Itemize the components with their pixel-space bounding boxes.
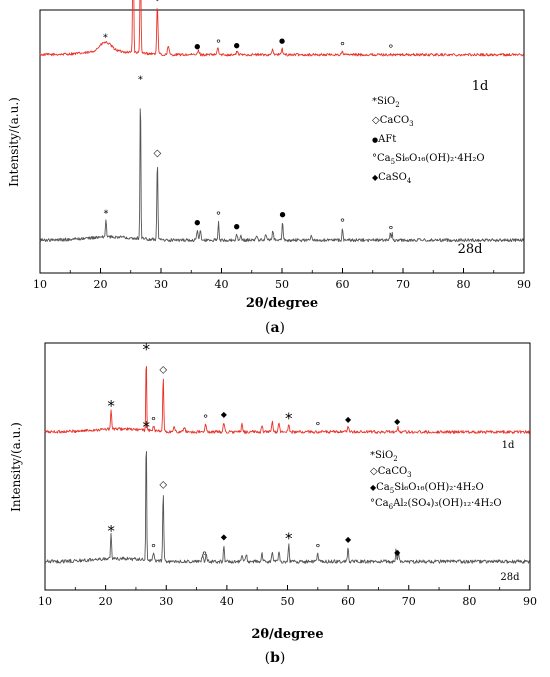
x-axis-label: 2θ/degree (246, 296, 318, 311)
legend-entry: ◇CaCO3 (372, 115, 414, 128)
peak-marker: ◆ (345, 535, 352, 544)
peak-marker: ° (388, 224, 394, 237)
x-tick-label: 80 (457, 278, 471, 291)
legend-entry: *SiO2 (372, 96, 400, 109)
series-label-1d: 1d (502, 440, 515, 451)
peak-marker: ° (315, 420, 321, 433)
peak-marker: * (107, 397, 115, 415)
peak-marker: * (285, 410, 293, 428)
peak-marker: * (107, 522, 115, 540)
x-tick-label: 40 (215, 278, 229, 291)
plot-frame (44, 342, 531, 591)
y-axis-label: Intensity/(a.u.) (7, 97, 21, 187)
x-tick-label: 60 (341, 595, 355, 608)
x-tick-label: 40 (220, 595, 234, 608)
peak-marker: ° (151, 415, 157, 428)
series-label-28d: 28d (500, 572, 520, 583)
legend-entry: °Ca5Si₆O₁₆(OH)₂·4H₂O (372, 153, 485, 166)
x-tick-label: 30 (154, 278, 168, 291)
peak-marker: ◆ (221, 410, 228, 419)
x-tick-label: 10 (38, 595, 52, 608)
peak-marker: ° (216, 38, 222, 51)
x-tick-label: 80 (462, 595, 476, 608)
peak-marker: ◆ (345, 415, 352, 424)
peak-marker: ° (151, 542, 157, 555)
peak-marker: * (142, 340, 150, 358)
series-line-28d (44, 450, 530, 564)
series-label-1d: 1d (472, 79, 489, 94)
legend-entry: ◇CaCO3 (370, 466, 412, 479)
peak-marker: ◇ (159, 479, 167, 490)
legend-entry: ●AFt (372, 134, 396, 145)
x-tick-label: 30 (159, 595, 173, 608)
series-line-1d (39, 0, 524, 57)
x-tick-label: 50 (275, 278, 289, 291)
peak-marker: ◆ (221, 532, 228, 541)
chart-panel-b (44, 342, 531, 591)
x-tick-label: 60 (336, 278, 350, 291)
peak-marker: ° (340, 216, 346, 229)
peak-marker: ● (194, 42, 200, 50)
x-tick-label: 90 (517, 278, 531, 291)
peak-marker: ● (194, 219, 200, 227)
peak-marker: ◆ (394, 548, 401, 557)
legend-entry: ◆Ca5Si₆O₁₆(OH)₂·4H₂O (370, 482, 484, 495)
peak-marker: ◆ (394, 417, 401, 426)
peak-marker: ◇ (159, 365, 167, 376)
peak-marker: ● (234, 41, 240, 49)
panel-label: (a) (265, 320, 285, 336)
series-label-28d: 28d (458, 242, 483, 257)
legend-entry: °Ca6Al₂(SO₄)₃(OH)₁₂·4H₂O (370, 498, 502, 511)
x-tick-label: 90 (523, 595, 537, 608)
peak-marker: ° (315, 542, 321, 555)
series-line-1d (44, 365, 530, 434)
chart-panel-a (39, 0, 525, 274)
peak-marker: ° (216, 210, 222, 223)
peak-marker: ° (203, 413, 209, 426)
x-tick-label: 20 (94, 278, 108, 291)
legend-entry: ◆CaSO4 (372, 172, 412, 185)
peak-marker: ● (234, 223, 240, 231)
peak-marker: ● (280, 211, 286, 219)
x-tick-label: 10 (33, 278, 47, 291)
peak-marker: ● (279, 37, 285, 45)
x-axis-label: 2θ/degree (251, 627, 323, 642)
peak-marker: ° (340, 40, 346, 53)
x-tick-label: 20 (99, 595, 113, 608)
x-tick-label: 50 (281, 595, 295, 608)
y-axis-label: Intensity/(a.u.) (9, 422, 23, 512)
peak-marker: ° (202, 549, 208, 562)
peak-marker: ° (388, 43, 394, 56)
peak-marker: * (138, 75, 143, 86)
x-tick-label: 70 (396, 278, 410, 291)
peak-marker: * (103, 33, 108, 44)
series-line-28d (39, 108, 524, 243)
panel-label: (b) (265, 650, 286, 666)
peak-marker: * (103, 209, 108, 220)
peak-marker: * (285, 529, 293, 547)
peak-marker: * (142, 418, 150, 436)
peak-marker: ◇ (154, 0, 162, 3)
legend-entry: *SiO2 (370, 450, 398, 463)
peak-marker: ◇ (154, 148, 162, 159)
x-tick-label: 70 (402, 595, 416, 608)
